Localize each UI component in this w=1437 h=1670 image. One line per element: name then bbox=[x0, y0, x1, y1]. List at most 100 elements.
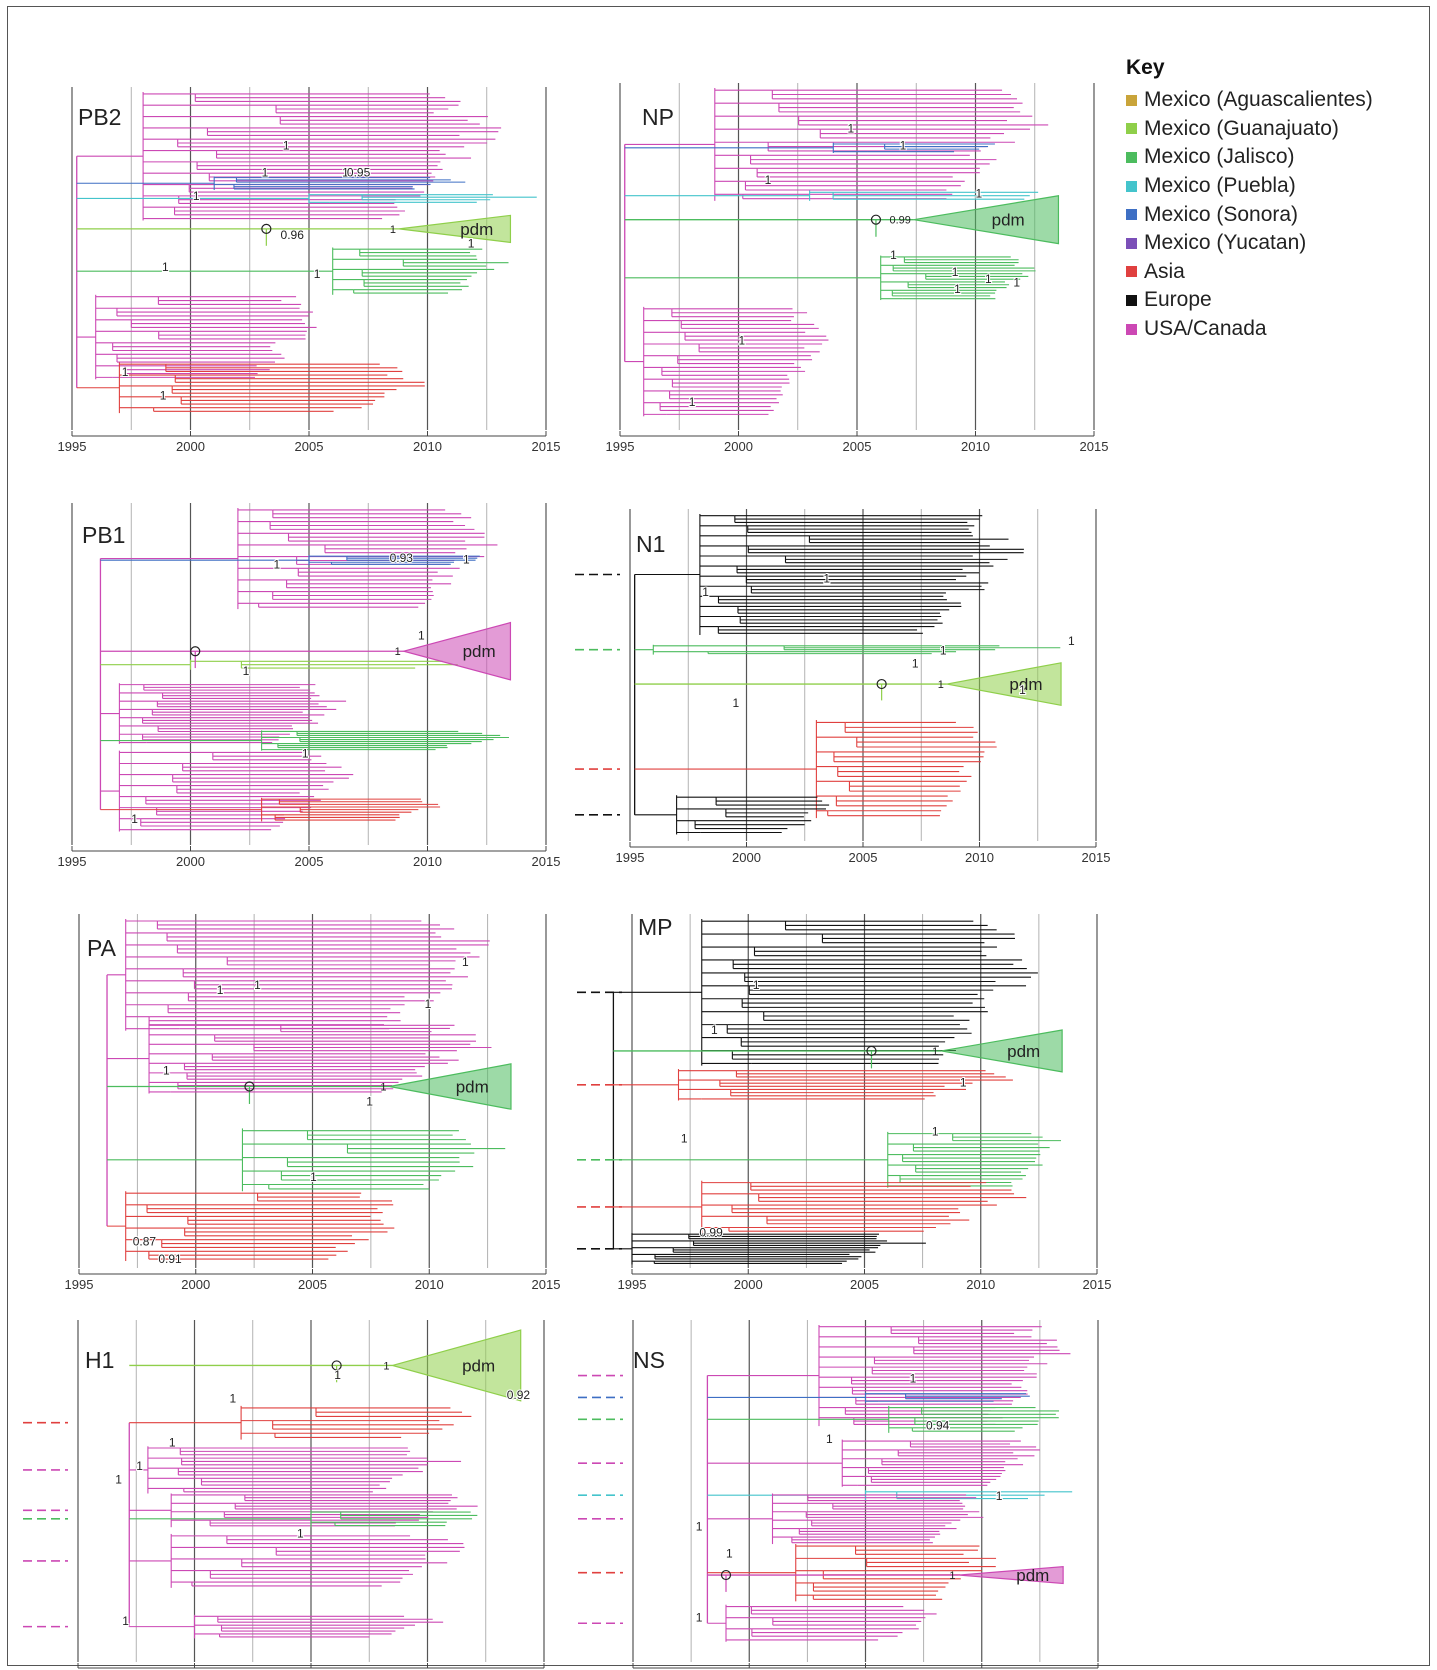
legend-item: Mexico (Guanajuato) bbox=[1126, 115, 1416, 144]
pdm-support: 1 bbox=[383, 1360, 389, 1372]
axis-tick-label: 2010 bbox=[415, 1277, 444, 1292]
clade bbox=[707, 1604, 937, 1642]
support-value: 1 bbox=[681, 1131, 688, 1145]
axis-tick-label: 2015 bbox=[532, 439, 561, 454]
pdm-label: pdm bbox=[992, 211, 1025, 230]
support-value: 0.94 bbox=[926, 1418, 950, 1432]
support-value: 1 bbox=[726, 1547, 733, 1561]
support-value: 1 bbox=[952, 265, 959, 279]
support-value: 0.87 bbox=[133, 1234, 157, 1248]
clade bbox=[129, 1446, 462, 1494]
support-value: 1 bbox=[910, 1371, 917, 1385]
support-value: 1 bbox=[366, 1095, 373, 1109]
legend-title: Key bbox=[1126, 56, 1165, 79]
pdm-label: pdm bbox=[456, 1078, 489, 1097]
clade bbox=[707, 1493, 984, 1545]
pdm-label: pdm bbox=[1016, 1566, 1049, 1585]
support-value: 1 bbox=[297, 1526, 304, 1540]
support-value: 1 bbox=[954, 282, 961, 296]
support-value: 1 bbox=[122, 365, 129, 379]
pdm-triangle bbox=[401, 621, 512, 681]
clade bbox=[107, 919, 490, 1031]
clade bbox=[613, 1131, 1062, 1188]
support-value: 1 bbox=[932, 1124, 939, 1138]
support-value: 1 bbox=[711, 1023, 718, 1037]
clade bbox=[76, 294, 317, 380]
axis-tick-label: 1995 bbox=[616, 850, 645, 865]
legend-item: Mexico (Jalisco) bbox=[1126, 143, 1416, 172]
clade bbox=[100, 508, 498, 610]
support-value: 1 bbox=[900, 139, 907, 153]
clade bbox=[107, 1023, 492, 1094]
clade bbox=[634, 720, 997, 819]
support-value: 1 bbox=[193, 189, 200, 203]
legend-swatch bbox=[1126, 94, 1137, 106]
pdm-ancestor-node bbox=[866, 1045, 877, 1057]
support-value: 1 bbox=[169, 1435, 176, 1449]
segment-label: PB2 bbox=[78, 104, 121, 130]
legend-label: Mexico (Jalisco) bbox=[1144, 145, 1295, 169]
support-value: 1 bbox=[262, 166, 269, 180]
clade bbox=[624, 255, 1036, 301]
pdm-ancestor-node bbox=[870, 214, 882, 225]
clade bbox=[76, 193, 537, 204]
support-value: 1 bbox=[912, 657, 919, 671]
support-value: 1 bbox=[848, 121, 855, 135]
legend-item: Europe bbox=[1126, 286, 1416, 315]
axis-tick-label: 2015 bbox=[532, 854, 561, 869]
pdm-ancestor-node bbox=[331, 1360, 342, 1371]
legend: Key Mexico (Aguascalientes) Mexico (Guana… bbox=[1126, 56, 1416, 343]
pdm-triangle bbox=[390, 1329, 522, 1402]
legend-label: USA/Canada bbox=[1144, 317, 1267, 341]
pdm-triangle bbox=[946, 662, 1062, 707]
clade bbox=[624, 88, 1049, 201]
axis-tick-label: 1995 bbox=[65, 1277, 94, 1292]
support-value: 1 bbox=[243, 664, 250, 678]
support-value: 1 bbox=[696, 1611, 703, 1625]
support-value: 1 bbox=[310, 1170, 317, 1184]
legend-label: Mexico (Sonora) bbox=[1144, 202, 1299, 226]
support-value: 1 bbox=[122, 1614, 129, 1628]
legend-label: Mexico (Guanajuato) bbox=[1144, 116, 1339, 140]
pdm-label: pdm bbox=[1007, 1042, 1040, 1061]
clade bbox=[624, 190, 1039, 201]
legend-item: Mexico (Aguascalientes) bbox=[1126, 86, 1416, 115]
legend-item: Mexico (Yucatan) bbox=[1126, 229, 1416, 258]
support-value: 1 bbox=[418, 628, 425, 642]
axis-tick-label: 2000 bbox=[724, 439, 753, 454]
support-value: 1 bbox=[826, 1432, 833, 1446]
support-value: 1 bbox=[463, 553, 470, 567]
support-value: 1 bbox=[765, 173, 772, 187]
support-value: 1 bbox=[131, 812, 138, 826]
segment-label: H1 bbox=[85, 1347, 114, 1373]
clade bbox=[100, 750, 354, 832]
segment-label: MP bbox=[638, 914, 673, 940]
axis-tick-label: 1995 bbox=[58, 854, 87, 869]
support-value: 1 bbox=[696, 1520, 703, 1534]
legend-item: Mexico (Sonora) bbox=[1126, 200, 1416, 229]
support-value: 1 bbox=[302, 746, 309, 760]
legend-swatch bbox=[1126, 180, 1137, 192]
pdm-triangle bbox=[398, 214, 512, 244]
pdm-ancestor-node bbox=[261, 223, 272, 234]
support-value: 1 bbox=[468, 236, 475, 250]
support-value: 1 bbox=[254, 978, 261, 992]
legend-swatch bbox=[1126, 294, 1137, 306]
clade bbox=[129, 1510, 478, 1528]
segment-label: NS bbox=[633, 1347, 665, 1373]
support-value: 0.91 bbox=[158, 1252, 182, 1266]
axis-tick-label: 2010 bbox=[966, 1277, 995, 1292]
axis-tick-label: 2000 bbox=[181, 1277, 210, 1292]
legend-label: Europe bbox=[1144, 288, 1212, 312]
legend-label: Mexico (Yucatan) bbox=[1144, 231, 1307, 255]
support-value: 1 bbox=[1019, 683, 1026, 697]
support-value: 0.92 bbox=[507, 1388, 531, 1402]
axis-tick-label: 1995 bbox=[606, 439, 635, 454]
pdm-triangle bbox=[958, 1565, 1064, 1585]
support-value: 1 bbox=[890, 248, 897, 262]
axis-tick-label: 2010 bbox=[965, 850, 994, 865]
axis-tick-label: 2010 bbox=[961, 439, 990, 454]
clade bbox=[107, 1128, 506, 1192]
support-value: 1 bbox=[823, 572, 830, 586]
